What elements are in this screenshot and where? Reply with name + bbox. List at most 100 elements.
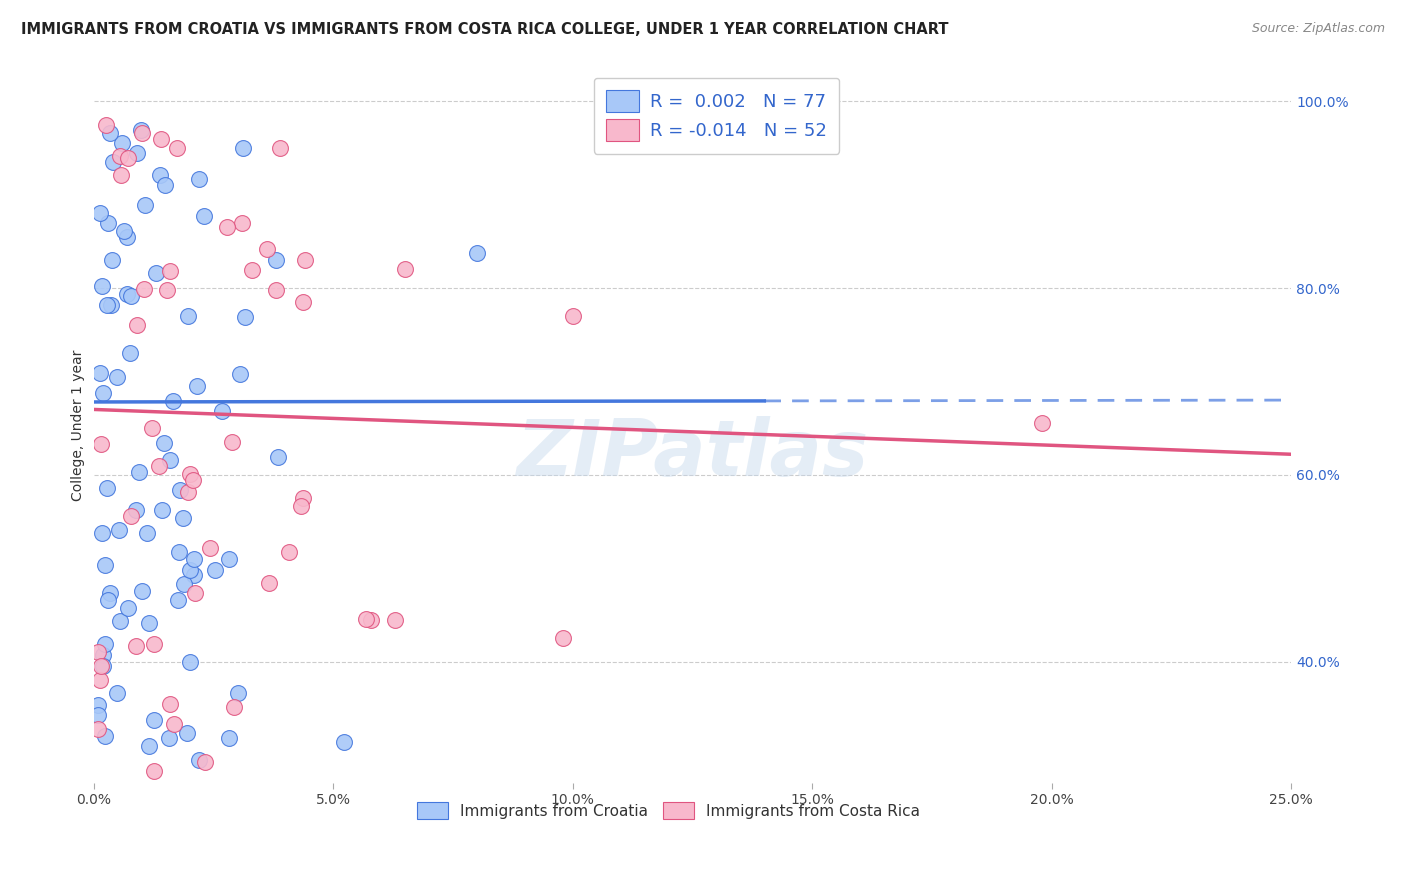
- Point: [159, 264, 181, 278]
- Point: [97, 216, 120, 230]
- Point: [96, 481, 118, 495]
- Point: [179, 467, 201, 481]
- Point: [142, 637, 165, 651]
- Point: [294, 253, 316, 268]
- Point: [155, 283, 177, 297]
- Point: [277, 545, 299, 559]
- Point: [120, 346, 142, 360]
- Point: [128, 465, 150, 479]
- Point: [97, 593, 120, 607]
- Point: [231, 141, 253, 155]
- Point: [264, 283, 287, 297]
- Point: [87, 698, 110, 713]
- Point: [211, 404, 233, 418]
- Point: [235, 310, 257, 324]
- Point: [177, 309, 200, 323]
- Point: [108, 615, 131, 629]
- Point: [87, 707, 110, 722]
- Point: [98, 586, 121, 600]
- Point: [90, 436, 112, 450]
- Point: [291, 491, 314, 505]
- Point: [215, 219, 238, 234]
- Point: [90, 526, 112, 541]
- Point: [89, 205, 111, 219]
- Point: [127, 318, 149, 333]
- Point: [91, 386, 114, 401]
- Y-axis label: College, Under 1 year: College, Under 1 year: [72, 350, 86, 501]
- Point: [149, 169, 172, 183]
- Point: [96, 298, 118, 312]
- Text: IMMIGRANTS FROM CROATIA VS IMMIGRANTS FROM COSTA RICA COLLEGE, UNDER 1 YEAR CORR: IMMIGRANTS FROM CROATIA VS IMMIGRANTS FR…: [21, 22, 949, 37]
- Point: [107, 523, 129, 537]
- Point: [166, 592, 188, 607]
- Point: [162, 394, 184, 409]
- Point: [98, 126, 121, 140]
- Point: [112, 224, 135, 238]
- Point: [110, 168, 132, 182]
- Point: [117, 601, 139, 615]
- Point: [163, 717, 186, 731]
- Point: [561, 309, 583, 323]
- Point: [142, 713, 165, 727]
- Point: [91, 658, 114, 673]
- Point: [188, 753, 211, 767]
- Point: [394, 262, 416, 277]
- Point: [291, 295, 314, 310]
- Point: [360, 613, 382, 627]
- Point: [177, 484, 200, 499]
- Point: [87, 722, 110, 736]
- Point: [139, 827, 162, 841]
- Legend: Immigrants from Croatia, Immigrants from Costa Rica: Immigrants from Croatia, Immigrants from…: [411, 796, 927, 825]
- Point: [183, 552, 205, 566]
- Point: [183, 567, 205, 582]
- Point: [93, 558, 115, 572]
- Point: [176, 726, 198, 740]
- Point: [143, 764, 166, 778]
- Point: [184, 586, 207, 600]
- Point: [257, 576, 280, 591]
- Point: [89, 673, 111, 687]
- Point: [218, 731, 240, 745]
- Point: [105, 686, 128, 700]
- Point: [132, 282, 155, 296]
- Point: [117, 152, 139, 166]
- Point: [120, 289, 142, 303]
- Point: [108, 149, 131, 163]
- Point: [129, 123, 152, 137]
- Point: [179, 564, 201, 578]
- Point: [240, 262, 263, 277]
- Point: [94, 637, 117, 651]
- Point: [134, 198, 156, 212]
- Point: [94, 729, 117, 743]
- Point: [125, 503, 148, 517]
- Point: [115, 229, 138, 244]
- Point: [87, 645, 110, 659]
- Point: [145, 265, 167, 279]
- Point: [94, 118, 117, 132]
- Point: [198, 541, 221, 556]
- Point: [148, 458, 170, 473]
- Point: [89, 366, 111, 380]
- Point: [354, 611, 377, 625]
- Point: [90, 658, 112, 673]
- Point: [181, 473, 204, 487]
- Point: [100, 298, 122, 312]
- Point: [267, 450, 290, 464]
- Point: [256, 242, 278, 256]
- Point: [149, 132, 172, 146]
- Point: [224, 700, 246, 714]
- Point: [105, 369, 128, 384]
- Point: [465, 245, 488, 260]
- Point: [173, 577, 195, 591]
- Point: [117, 287, 139, 301]
- Point: [138, 616, 160, 631]
- Point: [91, 648, 114, 662]
- Point: [101, 155, 124, 169]
- Point: [221, 434, 243, 449]
- Point: [193, 209, 215, 223]
- Point: [264, 252, 287, 267]
- Point: [159, 697, 181, 711]
- Point: [141, 421, 163, 435]
- Point: [166, 141, 188, 155]
- Point: [194, 756, 217, 770]
